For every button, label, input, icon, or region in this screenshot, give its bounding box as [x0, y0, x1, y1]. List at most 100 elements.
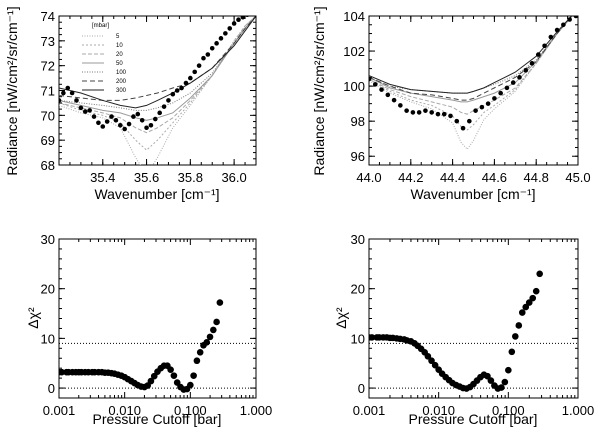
observed-point — [109, 114, 114, 119]
data-point — [508, 348, 516, 356]
observed-point — [441, 111, 447, 117]
data-point — [206, 333, 214, 341]
y-axis-label: Radiance [nW/cm²/sr/cm⁻¹] — [311, 6, 327, 175]
observed-point — [131, 114, 136, 119]
y-tick-label: 72 — [41, 59, 55, 74]
x-tick-label: 0.100 — [174, 403, 207, 418]
observed-point — [126, 121, 132, 127]
legend-label: 200 — [116, 79, 127, 85]
observed-point — [170, 91, 176, 97]
observed-point — [498, 90, 503, 96]
y-axis-label: Radiance [nW/cm²/sr/cm⁻¹] — [4, 6, 20, 175]
y-tick-label: 30 — [351, 232, 365, 247]
observed-point — [218, 36, 224, 41]
plot-marks — [369, 16, 578, 151]
data-point — [525, 299, 533, 306]
observed-point — [201, 55, 206, 61]
data-point — [187, 381, 194, 389]
observed-point — [179, 85, 184, 91]
data-point — [210, 326, 217, 334]
radiance-panel-left: 35.4 35.6 35.8 36.0 68 69 70 71 72 73 74 [mbar] 5 … — [4, 6, 259, 202]
y-tick-label: 10 — [41, 331, 55, 346]
observed-point — [254, 7, 259, 12]
data-point — [193, 357, 201, 365]
observed-point — [196, 63, 202, 68]
observed-point — [59, 98, 62, 103]
observed-point — [391, 97, 397, 103]
x-tick-label: 45.0 — [565, 170, 590, 185]
series-line-20 — [59, 16, 256, 134]
observed-point — [245, 16, 250, 18]
chi2-panel-right: 0.001 0.010 0.100 1.000 0 10 20 30 Pressure Cut… — [333, 232, 594, 427]
data-point — [369, 334, 376, 341]
y-tick-label: 68 — [41, 158, 55, 173]
observed-point — [113, 118, 119, 123]
data-point — [505, 366, 512, 374]
data-point — [512, 333, 519, 340]
data-point — [203, 339, 211, 346]
series-line-10 — [59, 16, 256, 151]
plot-marks — [369, 270, 578, 392]
radiance-panel-right: 44.0 44.2 44.4 44.6 44.8 45.0 96 98 100 102 104 Wa… — [311, 6, 591, 202]
observed-point — [236, 17, 241, 23]
legend-entry: 20 — [82, 52, 123, 58]
observed-point — [192, 69, 198, 75]
observed-point — [231, 21, 237, 26]
y-tick-label: 69 — [41, 133, 55, 148]
axis-ticks: 44.0 44.2 44.4 44.6 44.8 45.0 96 98 100 102 104 — [343, 9, 590, 185]
observed-point — [122, 126, 127, 132]
observed-point — [209, 45, 215, 51]
data-point — [529, 294, 537, 302]
observed-point — [188, 75, 193, 81]
x-tick-label: 44.6 — [482, 170, 507, 185]
x-tick-label: 0.001 — [353, 403, 386, 418]
data-point — [536, 270, 543, 278]
observed-point — [61, 90, 66, 96]
x-tick-label: 35.8 — [178, 170, 203, 185]
data-point — [213, 318, 220, 326]
legend-label: 10 — [116, 43, 123, 49]
observed-point — [139, 118, 145, 123]
data-point — [216, 299, 224, 306]
observed-point — [517, 75, 522, 80]
observed-point — [174, 88, 180, 93]
observed-point — [161, 104, 167, 109]
observed-point — [416, 110, 422, 115]
x-tick-label: 44.2 — [398, 170, 423, 185]
observed-point — [82, 109, 88, 114]
data-point — [501, 378, 509, 386]
series-line-5 — [369, 16, 573, 151]
data-point — [515, 322, 523, 329]
observed-point — [166, 98, 171, 103]
y-tick-label: 0 — [358, 381, 365, 396]
plot-marks — [59, 299, 256, 393]
data-point — [487, 377, 495, 384]
series-line-200 — [59, 16, 256, 101]
observed-point — [240, 16, 246, 20]
legend-entry: 10 — [82, 43, 123, 49]
data-point — [522, 303, 530, 311]
observed-point — [87, 108, 92, 113]
y-tick-label: 30 — [41, 232, 55, 247]
observed-point — [548, 34, 554, 40]
x-tick-label: 35.4 — [90, 170, 115, 185]
observed-point — [205, 52, 211, 57]
data-point — [147, 377, 155, 385]
legend-label: 5 — [116, 34, 120, 40]
observed-point — [135, 111, 141, 117]
series-line-10 — [369, 16, 573, 131]
y-tick-label: 74 — [41, 9, 55, 24]
data-point — [190, 372, 197, 379]
observed-point — [529, 61, 535, 66]
observed-point — [485, 101, 491, 106]
x-tick-label: 44.4 — [440, 170, 465, 185]
series-line-5 — [59, 16, 256, 165]
x-tick-label: 0.010 — [108, 403, 141, 418]
y-tick-label: 0 — [48, 381, 55, 396]
axis-ticks: 0.001 0.010 0.100 1.000 0 10 20 30 — [351, 232, 595, 418]
series-line-100 — [369, 16, 573, 94]
observed-point — [561, 22, 566, 28]
observed-point — [448, 113, 453, 119]
x-axis-label: Wavenumber [cm⁻¹] — [94, 186, 219, 202]
